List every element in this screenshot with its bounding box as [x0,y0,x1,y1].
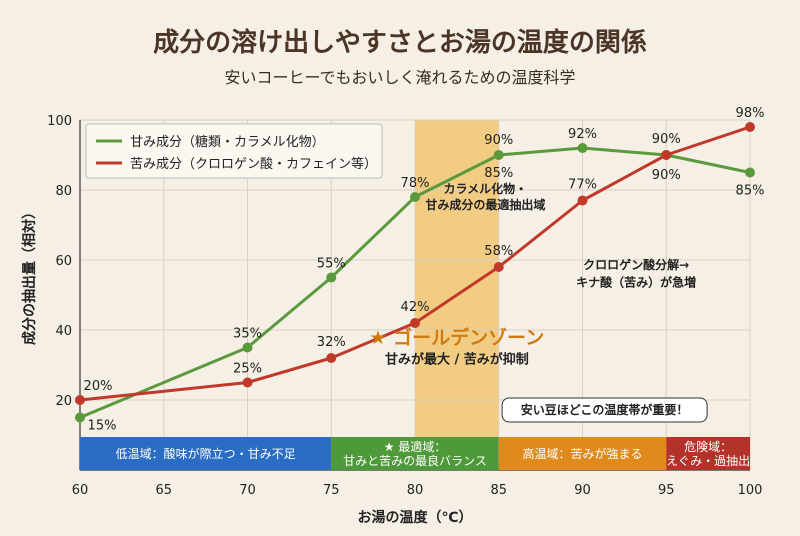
sweetness-data-label: 90% [652,132,681,147]
x-tick-label: 60 [72,483,89,498]
bitterness-data-label: 20% [84,379,113,394]
bitterness-point [745,122,755,132]
y-tick-label: 100 [47,114,72,129]
callout-text: 安い豆ほどこの温度帯が重要！ [521,402,689,417]
bitterness-point [242,377,253,388]
zone-bar [80,437,332,470]
zone-label: えぐみ・過抽出 [666,454,750,468]
y-tick-label: 80 [55,184,72,199]
x-axis-label: お湯の温度（℃） [358,509,473,526]
bitterness-point [326,353,337,363]
bitterness-data-label: 77% [568,178,597,193]
x-tick-label: 95 [658,483,675,498]
x-tick-label: 70 [239,483,256,498]
x-tick-label: 90 [574,483,591,498]
sweetness-point [493,150,504,160]
sweetness-data-label: 55% [317,257,346,272]
bitterness-point [410,318,420,328]
x-tick-label: 65 [155,483,172,498]
sweetness-point [242,342,253,353]
bitterness-data-label: 90% [652,168,681,183]
sweetness-point [745,167,755,178]
bitterness-line [79,125,751,402]
zone-bar [666,437,750,470]
zone-label: ★ 最適域： [384,439,447,454]
sweetness-point [410,192,420,202]
chart-subtitle: 安いコーヒーでもおいしく淹れるための温度科学 [224,68,576,87]
golden-zone-label: ★ ゴールデンゾーン [370,326,545,349]
sweetness-line [79,146,751,419]
golden-zone-sublabel: 甘みが最大 / 苦みが抑制 [385,351,529,367]
zone-bar [498,437,667,470]
zone-label: 高温域：苦みが強まる [522,446,642,461]
annotation-text: カラメル化物・ [444,181,528,196]
bitterness-data-label: 25% [233,362,262,377]
bitterness-point [493,262,504,272]
zone-label: 甘みと苦みの最良バランス [343,453,487,468]
y-tick-label: 20 [55,394,72,409]
x-tick-label: 75 [323,483,340,498]
annotation-text: クロロゲン酸分解→ [583,257,689,272]
bitterness-data-label: 32% [317,335,346,350]
annotation-text: 甘み成分の最適抽出域 [425,197,545,212]
sweetness-point [577,143,588,153]
sweetness-data-label: 90% [484,133,513,148]
bitterness-data-label: 42% [401,300,430,315]
zone-label: 危険域： [684,440,732,454]
annotation-text: 85% [484,166,513,181]
sweetness-data-label: 15% [88,419,117,434]
bitterness-data-label: 58% [484,244,513,259]
bitterness-point [661,150,672,160]
chart-title: 成分の溶け出しやすさとお湯の温度の関係 [153,28,647,58]
y-axis-label: 成分の抽出量（相対） [21,205,38,345]
sweetness-data-label: 78% [401,176,430,191]
sweetness-data-label: 35% [233,327,262,342]
y-tick-label: 60 [55,254,72,269]
callout-box [501,397,708,423]
y-tick-label: 40 [55,324,72,339]
legend-box [85,123,383,179]
x-tick-label: 85 [490,483,507,498]
sweetness-data-label: 85% [736,184,765,199]
x-tick-label: 80 [407,483,424,498]
legend-label-sweetness: 甘み成分（糖類・カラメル化物） [130,134,325,150]
bitterness-data-label: 98% [736,106,765,121]
sweetness-data-label: 92% [568,127,597,142]
legend-label-bitterness: 苦み成分（クロロゲン酸・カフェイン等） [130,156,377,172]
zone-bar [331,437,499,470]
sweetness-point [75,412,85,423]
bitterness-point [75,395,85,405]
sweetness-point [326,272,337,283]
x-tick-label: 100 [738,483,763,498]
zone-label: 低温域：酸味が際立つ・甘み不足 [116,446,296,461]
bitterness-point [577,195,588,206]
annotation-text: キナ酸（苦み）が急増 [576,274,696,289]
